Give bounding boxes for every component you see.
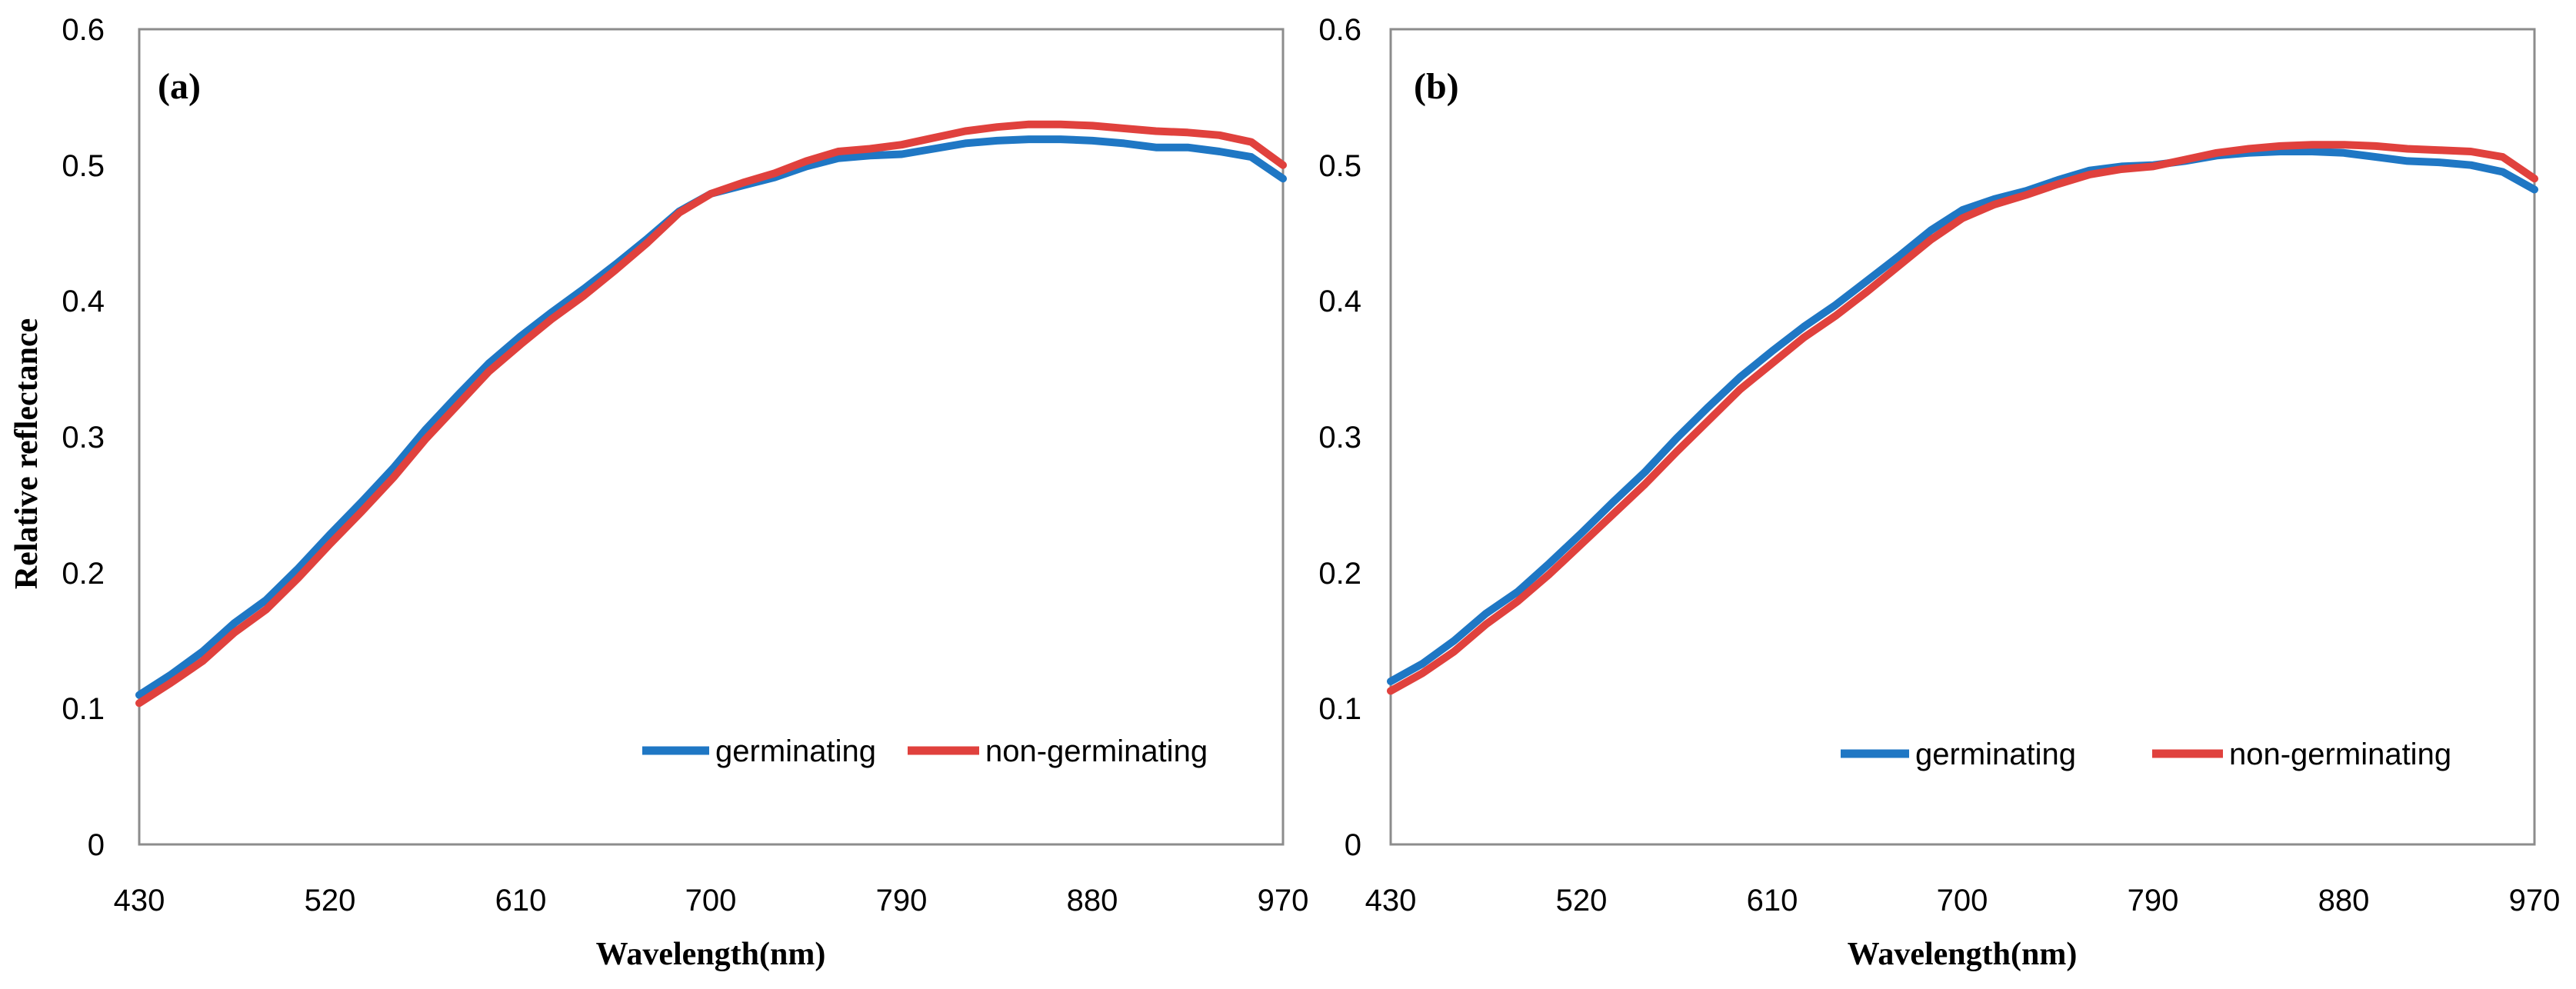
plot-area-b <box>1389 28 2536 846</box>
x-axis-title: Wavelength(nm) <box>596 937 826 972</box>
x-tick-label: 430 <box>114 884 165 917</box>
x-tick-label: 520 <box>305 884 356 917</box>
x-tick-label: 970 <box>1258 884 1309 917</box>
panel-label-a: (a) <box>158 66 201 107</box>
y-tick-label: 0.5 <box>1318 149 1361 183</box>
y-tick-label: 0.4 <box>1318 285 1361 318</box>
chart-panel-a: (a) 0.6 0.5 0.4 0.3 0.2 0.1 0 430 520 61… <box>62 13 1308 972</box>
y-tick-label: 0 <box>88 828 105 862</box>
y-tick-label: 0.4 <box>62 285 105 318</box>
series-line-non-germinating <box>135 120 1287 708</box>
y-tick-label: 0.5 <box>62 149 105 183</box>
legend-label-germinating: germinating <box>715 734 876 768</box>
x-tick-label: 520 <box>1556 884 1608 917</box>
series-line-germinating <box>1387 148 2538 685</box>
legend-b: germinating non-germinating <box>1841 738 2451 771</box>
legend-label-non-germinating: non-germinating <box>985 734 1208 768</box>
y-tick-label: 0.6 <box>62 13 105 47</box>
x-tick-label: 700 <box>1937 884 1988 917</box>
chart-panel-b: (b) 0.6 0.5 0.4 0.3 0.2 0.1 0 430 520 61… <box>1318 13 2560 972</box>
x-tick-label: 880 <box>2318 884 2370 917</box>
y-tick-label: 0.1 <box>1318 692 1361 726</box>
y-tick-label: 0.3 <box>1318 421 1361 455</box>
x-tick-label: 610 <box>1747 884 1798 917</box>
x-axis-title: Wavelength(nm) <box>1848 937 2078 972</box>
series-line-non-germinating <box>1387 141 2538 695</box>
y-tick-label: 0.2 <box>1318 557 1361 591</box>
panel-label-b: (b) <box>1414 66 1459 107</box>
y-tick-label: 0 <box>1345 828 1361 862</box>
x-tick-label: 790 <box>876 884 928 917</box>
y-tick-label: 0.2 <box>62 557 105 591</box>
y-axis-title: Relative reflectance <box>9 318 45 590</box>
y-tick-label: 0.6 <box>1318 13 1361 47</box>
y-tick-label: 0.1 <box>62 692 105 726</box>
legend-a: germinating non-germinating <box>642 734 1208 768</box>
x-tick-label: 610 <box>495 884 547 917</box>
x-tick-label: 700 <box>685 884 737 917</box>
legend-label-non-germinating: non-germinating <box>2229 738 2451 771</box>
x-tick-label: 880 <box>1067 884 1118 917</box>
plot-area-a <box>138 28 1285 846</box>
x-tick-label: 970 <box>2509 884 2561 917</box>
y-tick-label: 0.3 <box>62 421 105 455</box>
x-tick-label: 430 <box>1365 884 1417 917</box>
legend-label-germinating: germinating <box>1915 738 2076 771</box>
x-tick-label: 790 <box>2128 884 2179 917</box>
